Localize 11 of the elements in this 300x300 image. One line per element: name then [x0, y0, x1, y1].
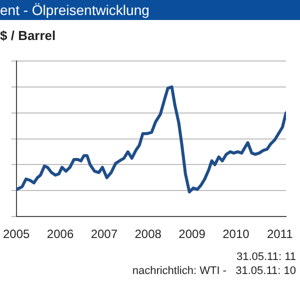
x-tick-label: 2005	[2, 227, 30, 242]
x-tick-label: 2008	[134, 227, 162, 242]
text: nachrichtlich: WTI - 31.05.11: 10	[132, 265, 296, 277]
chart-subtitle: $ / Barrel	[0, 28, 56, 43]
chart-title: ent - Ölpreisentwicklung	[0, 0, 300, 20]
x-tick-label: 2009	[178, 227, 206, 242]
x-tick-label: 2010	[222, 227, 250, 242]
x-tick-label: 2007	[90, 227, 118, 242]
text: 31.05.11: 11	[236, 251, 296, 263]
x-tick-label: 2011	[266, 227, 294, 242]
x-tick-label: 2006	[46, 227, 74, 242]
